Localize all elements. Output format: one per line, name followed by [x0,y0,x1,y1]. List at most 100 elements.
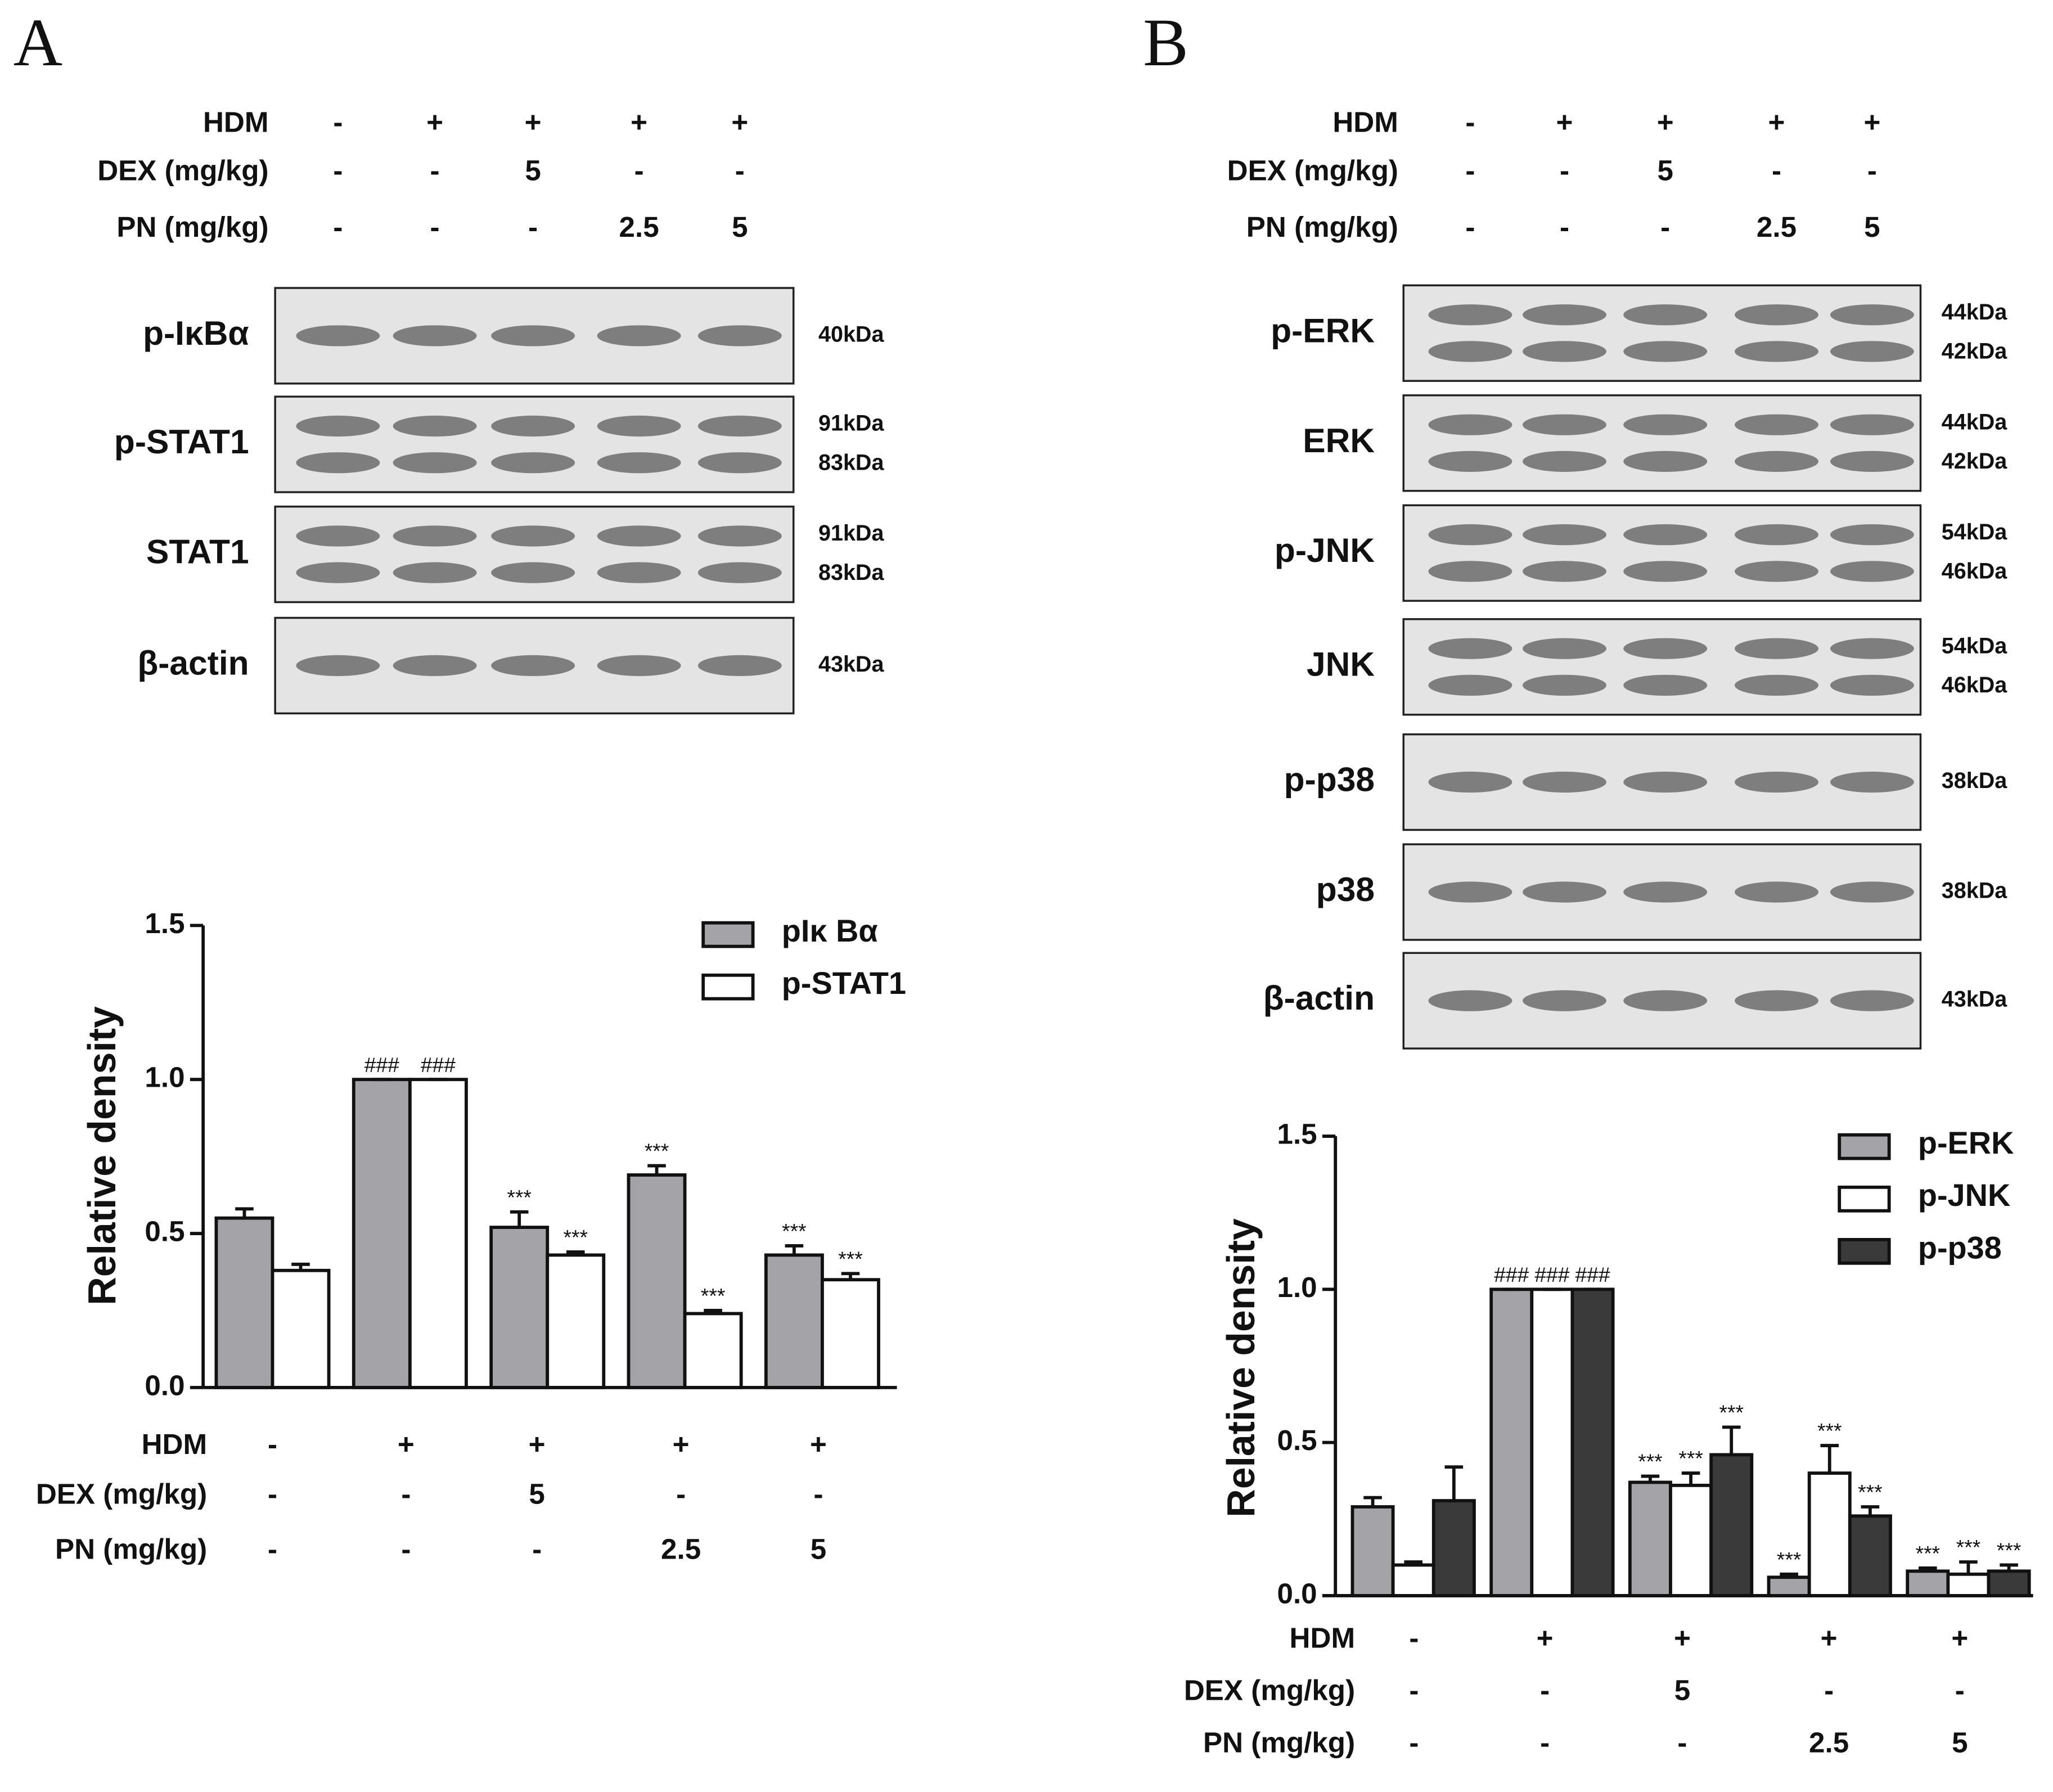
blot-band [1623,990,1708,1011]
error-bar [510,1210,529,1228]
significance-label: ### [421,1053,456,1077]
legend-label: p-STAT1 [782,965,906,1001]
treatment-value: - [634,155,644,187]
y-tick-label: 0.5 [145,1215,184,1248]
treatment-value: - [676,1478,686,1510]
treatment-name: PN (mg/kg) [55,1533,207,1565]
blot-band [1830,881,1914,903]
treatment-value: + [525,106,542,138]
significance-label: *** [1678,1447,1703,1470]
treatment-value: + [810,1428,827,1460]
treatment-name: HDM [203,106,269,138]
bar [271,1268,331,1389]
blot-band [1735,881,1818,903]
significance-label: *** [1916,1541,1940,1565]
blot-band [1428,451,1512,472]
bar [1628,1480,1672,1597]
treatment-value: 5 [529,1478,544,1510]
error-bar [235,1207,254,1218]
error-bar [1919,1566,1937,1572]
blot-name: β-actin [137,643,249,682]
blot-band [1735,451,1818,472]
blot-band [1830,341,1914,362]
treatment-value: 5 [811,1533,826,1565]
blot-band [1830,674,1914,696]
treatment-value: - [1772,155,1781,187]
treatment-value: 5 [1952,1727,1968,1759]
blot-name: ERK [1303,421,1375,460]
blot-band [1428,341,1512,362]
y-axis-title: Relative density [1219,1218,1263,1518]
blot-band [393,655,477,677]
blot-band [1735,771,1818,793]
blot-size: 43kDa [818,652,885,677]
blot-band [491,415,575,437]
treatment-value: - [430,211,440,243]
treatment-value: - [735,155,745,187]
y-tick-label: 1.5 [145,907,184,939]
blot-name: STAT1 [146,533,249,571]
treatment-value: + [426,106,443,138]
blot-band [1623,451,1708,472]
legend-label: pIκ Bα [782,913,878,948]
bar [627,1173,687,1389]
blot-band [697,452,782,474]
treatment-value: 2.5 [1809,1727,1849,1759]
bar [1391,1563,1435,1597]
blot-band [296,562,380,583]
blot-band [1830,990,1914,1011]
blot-size: 44kDa [1942,300,2008,325]
treatment-value: - [1867,155,1877,187]
blot-band [491,525,575,547]
blot-band [1623,638,1708,659]
blot-band [1830,524,1914,546]
significance-label: *** [1719,1401,1743,1424]
treatment-value: 5 [1674,1674,1690,1707]
treatment-value: - [1560,211,1569,243]
blot-band [1735,561,1818,582]
treatment-name: DEX (mg/kg) [97,155,268,187]
significance-label: ### [1494,1263,1529,1286]
blot-band [1523,990,1606,1011]
blot-band [1428,414,1512,435]
treatment-value: - [401,1533,411,1565]
treatment-value: - [268,1428,277,1460]
treatment-value: - [1540,1674,1550,1707]
blot-box [1402,618,1922,716]
blot-band [296,655,380,677]
blot-band [393,452,477,474]
blot-band [1523,524,1606,546]
bar [214,1216,274,1389]
blot-band [1735,638,1818,659]
y-tick-label: 0.0 [1277,1577,1317,1609]
blot-band [296,525,380,547]
blot-name: p-STAT1 [114,422,249,461]
treatment-value: - [333,106,343,138]
blot-band [393,562,477,583]
bar [489,1226,550,1389]
blot-band [1428,561,1512,582]
blot-size: 46kDa [1942,673,2008,697]
y-tick-label: 1.5 [1277,1118,1317,1150]
treatment-value: + [1951,1622,1968,1654]
treatment-value: 5 [525,155,541,187]
significance-label: *** [645,1139,669,1163]
treatment-value: + [1537,1622,1554,1654]
blot-band [1830,561,1914,582]
blot-band [1623,881,1708,903]
error-bar [1722,1425,1741,1455]
treatment-name: HDM [1290,1622,1356,1654]
blot-band [1735,990,1818,1011]
error-bar [1444,1465,1464,1501]
error-bar [1959,1560,1978,1574]
treatment-value: + [529,1428,546,1460]
legend-swatch [1838,1185,1891,1213]
treatment-value: 5 [1657,155,1673,187]
bar [1709,1453,1754,1597]
blot-name: p-JNK [1275,531,1375,569]
blot-size: 42kDa [1942,449,2008,474]
blot-name: p-ERK [1271,311,1375,349]
treatment-value: - [268,1533,277,1565]
blot-size: 43kDa [1942,987,2008,1012]
